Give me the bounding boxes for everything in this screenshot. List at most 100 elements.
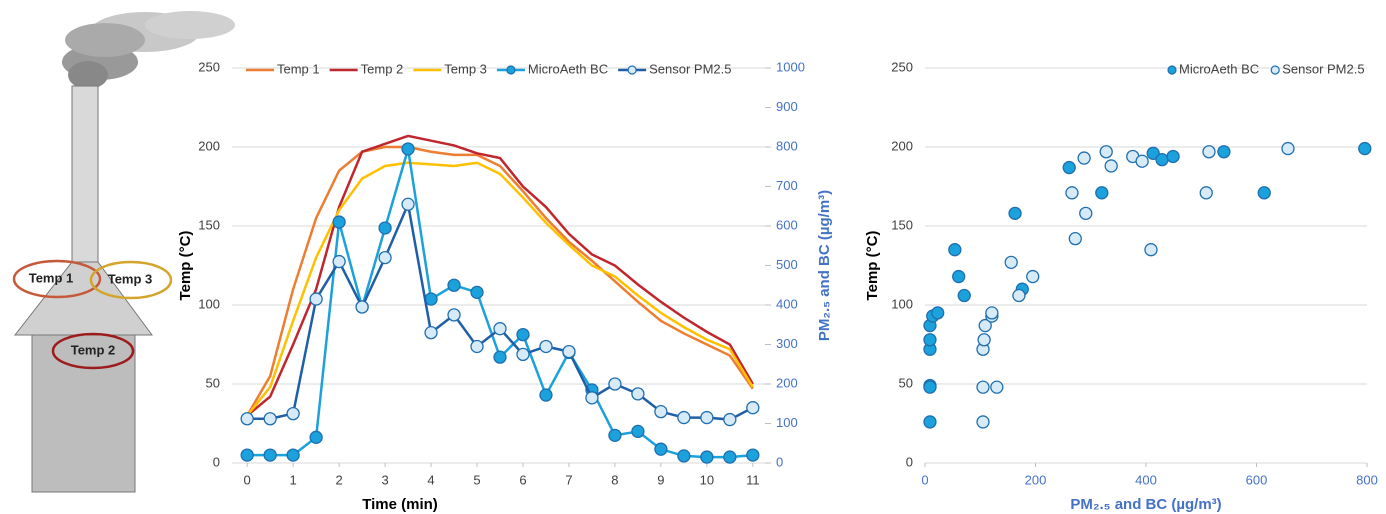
marker — [310, 431, 322, 443]
x-tick-label: 600 — [1246, 472, 1268, 487]
marker — [379, 252, 391, 264]
x-tick-label: 2 — [335, 472, 342, 487]
y-tick-label: 150 — [198, 217, 220, 232]
marker — [924, 416, 936, 428]
marker — [333, 216, 345, 228]
marker — [632, 388, 644, 400]
sensor-label: Temp 1 — [29, 270, 74, 285]
marker — [241, 413, 253, 425]
marker — [724, 414, 736, 426]
legend-marker — [1168, 66, 1176, 74]
marker — [379, 222, 391, 234]
sensor-label: Temp 3 — [108, 271, 153, 286]
y2-tick-label: 700 — [776, 178, 798, 193]
marker — [310, 293, 322, 305]
marker — [356, 301, 368, 313]
marker — [1156, 154, 1168, 166]
marker — [517, 329, 529, 341]
marker — [1078, 152, 1090, 164]
y-tick-label: 50 — [899, 375, 913, 390]
x-tick-label: 1 — [290, 472, 297, 487]
marker — [1105, 160, 1117, 172]
marker — [609, 429, 621, 441]
y-axis-label: Temp (°C) — [864, 231, 881, 301]
x-tick-label: 4 — [427, 472, 434, 487]
legend-label: Sensor PM2.5 — [1282, 61, 1364, 76]
y2-tick-label: 1000 — [776, 59, 805, 74]
marker — [402, 143, 414, 155]
x-tick-label: 7 — [565, 472, 572, 487]
x-tick-label: 8 — [611, 472, 618, 487]
x-tick-label: 9 — [657, 472, 664, 487]
marker — [1167, 150, 1179, 162]
marker — [1027, 271, 1039, 283]
marker — [1080, 207, 1092, 219]
y2-tick-label: 0 — [776, 454, 783, 469]
x-tick-label: 200 — [1025, 472, 1047, 487]
marker — [949, 244, 961, 256]
x-tick-label: 3 — [381, 472, 388, 487]
y-tick-label: 200 — [198, 138, 220, 153]
y2-axis-label: PM₂.₅ and BC (µg/m³) — [816, 190, 833, 341]
x-tick-label: 11 — [746, 472, 760, 487]
legend-label: MicroAeth BC — [528, 61, 608, 76]
marker — [1145, 244, 1157, 256]
marker — [978, 334, 990, 346]
marker — [287, 408, 299, 420]
marker — [586, 392, 598, 404]
marker — [977, 416, 989, 428]
marker — [448, 309, 460, 321]
marker — [425, 327, 437, 339]
marker — [1218, 146, 1230, 158]
marker — [563, 346, 575, 358]
marker — [986, 307, 998, 319]
marker — [1063, 162, 1075, 174]
marker — [1359, 143, 1371, 155]
x-tick-label: 400 — [1135, 472, 1157, 487]
y-tick-label: 150 — [891, 217, 913, 232]
marker — [701, 412, 713, 424]
marker — [724, 451, 736, 463]
marker — [678, 450, 690, 462]
y2-tick-label: 500 — [776, 257, 798, 272]
y-tick-label: 250 — [891, 59, 913, 74]
marker — [540, 389, 552, 401]
legend-label: Temp 3 — [444, 61, 487, 76]
figure: Temp 1 Temp 3 Temp 2 0501001502002500100… — [0, 0, 1386, 514]
x-tick-label: 0 — [921, 472, 928, 487]
legend-label: Temp 2 — [361, 61, 404, 76]
stove-body — [32, 335, 135, 492]
marker — [494, 323, 506, 335]
marker — [1200, 187, 1212, 199]
stove-diagram: Temp 1 Temp 3 Temp 2 — [14, 11, 235, 492]
marker — [264, 413, 276, 425]
x-tick-label: 5 — [473, 472, 480, 487]
marker — [958, 290, 970, 302]
y-tick-label: 100 — [891, 296, 913, 311]
marker — [747, 449, 759, 461]
marker — [494, 351, 506, 363]
marker — [701, 451, 713, 463]
smoke — [145, 11, 235, 39]
series-line — [247, 149, 753, 457]
marker — [517, 348, 529, 360]
marker — [287, 449, 299, 461]
legend-marker — [628, 66, 636, 74]
y2-tick-label: 900 — [776, 99, 798, 114]
y-tick-label: 0 — [213, 454, 220, 469]
marker — [448, 279, 460, 291]
x-axis-label: PM₂.₅ and BC (µg/m³) — [1070, 496, 1221, 513]
marker — [402, 198, 414, 210]
legend-label: MicroAeth BC — [1179, 61, 1259, 76]
marker — [241, 449, 253, 461]
marker — [1066, 187, 1078, 199]
marker — [991, 381, 1003, 393]
marker — [655, 443, 667, 455]
y2-tick-label: 200 — [776, 375, 798, 390]
marker — [1282, 143, 1294, 155]
y-tick-label: 250 — [198, 59, 220, 74]
marker — [333, 256, 345, 268]
marker — [678, 412, 690, 424]
marker — [953, 271, 965, 283]
legend-marker — [507, 66, 515, 74]
